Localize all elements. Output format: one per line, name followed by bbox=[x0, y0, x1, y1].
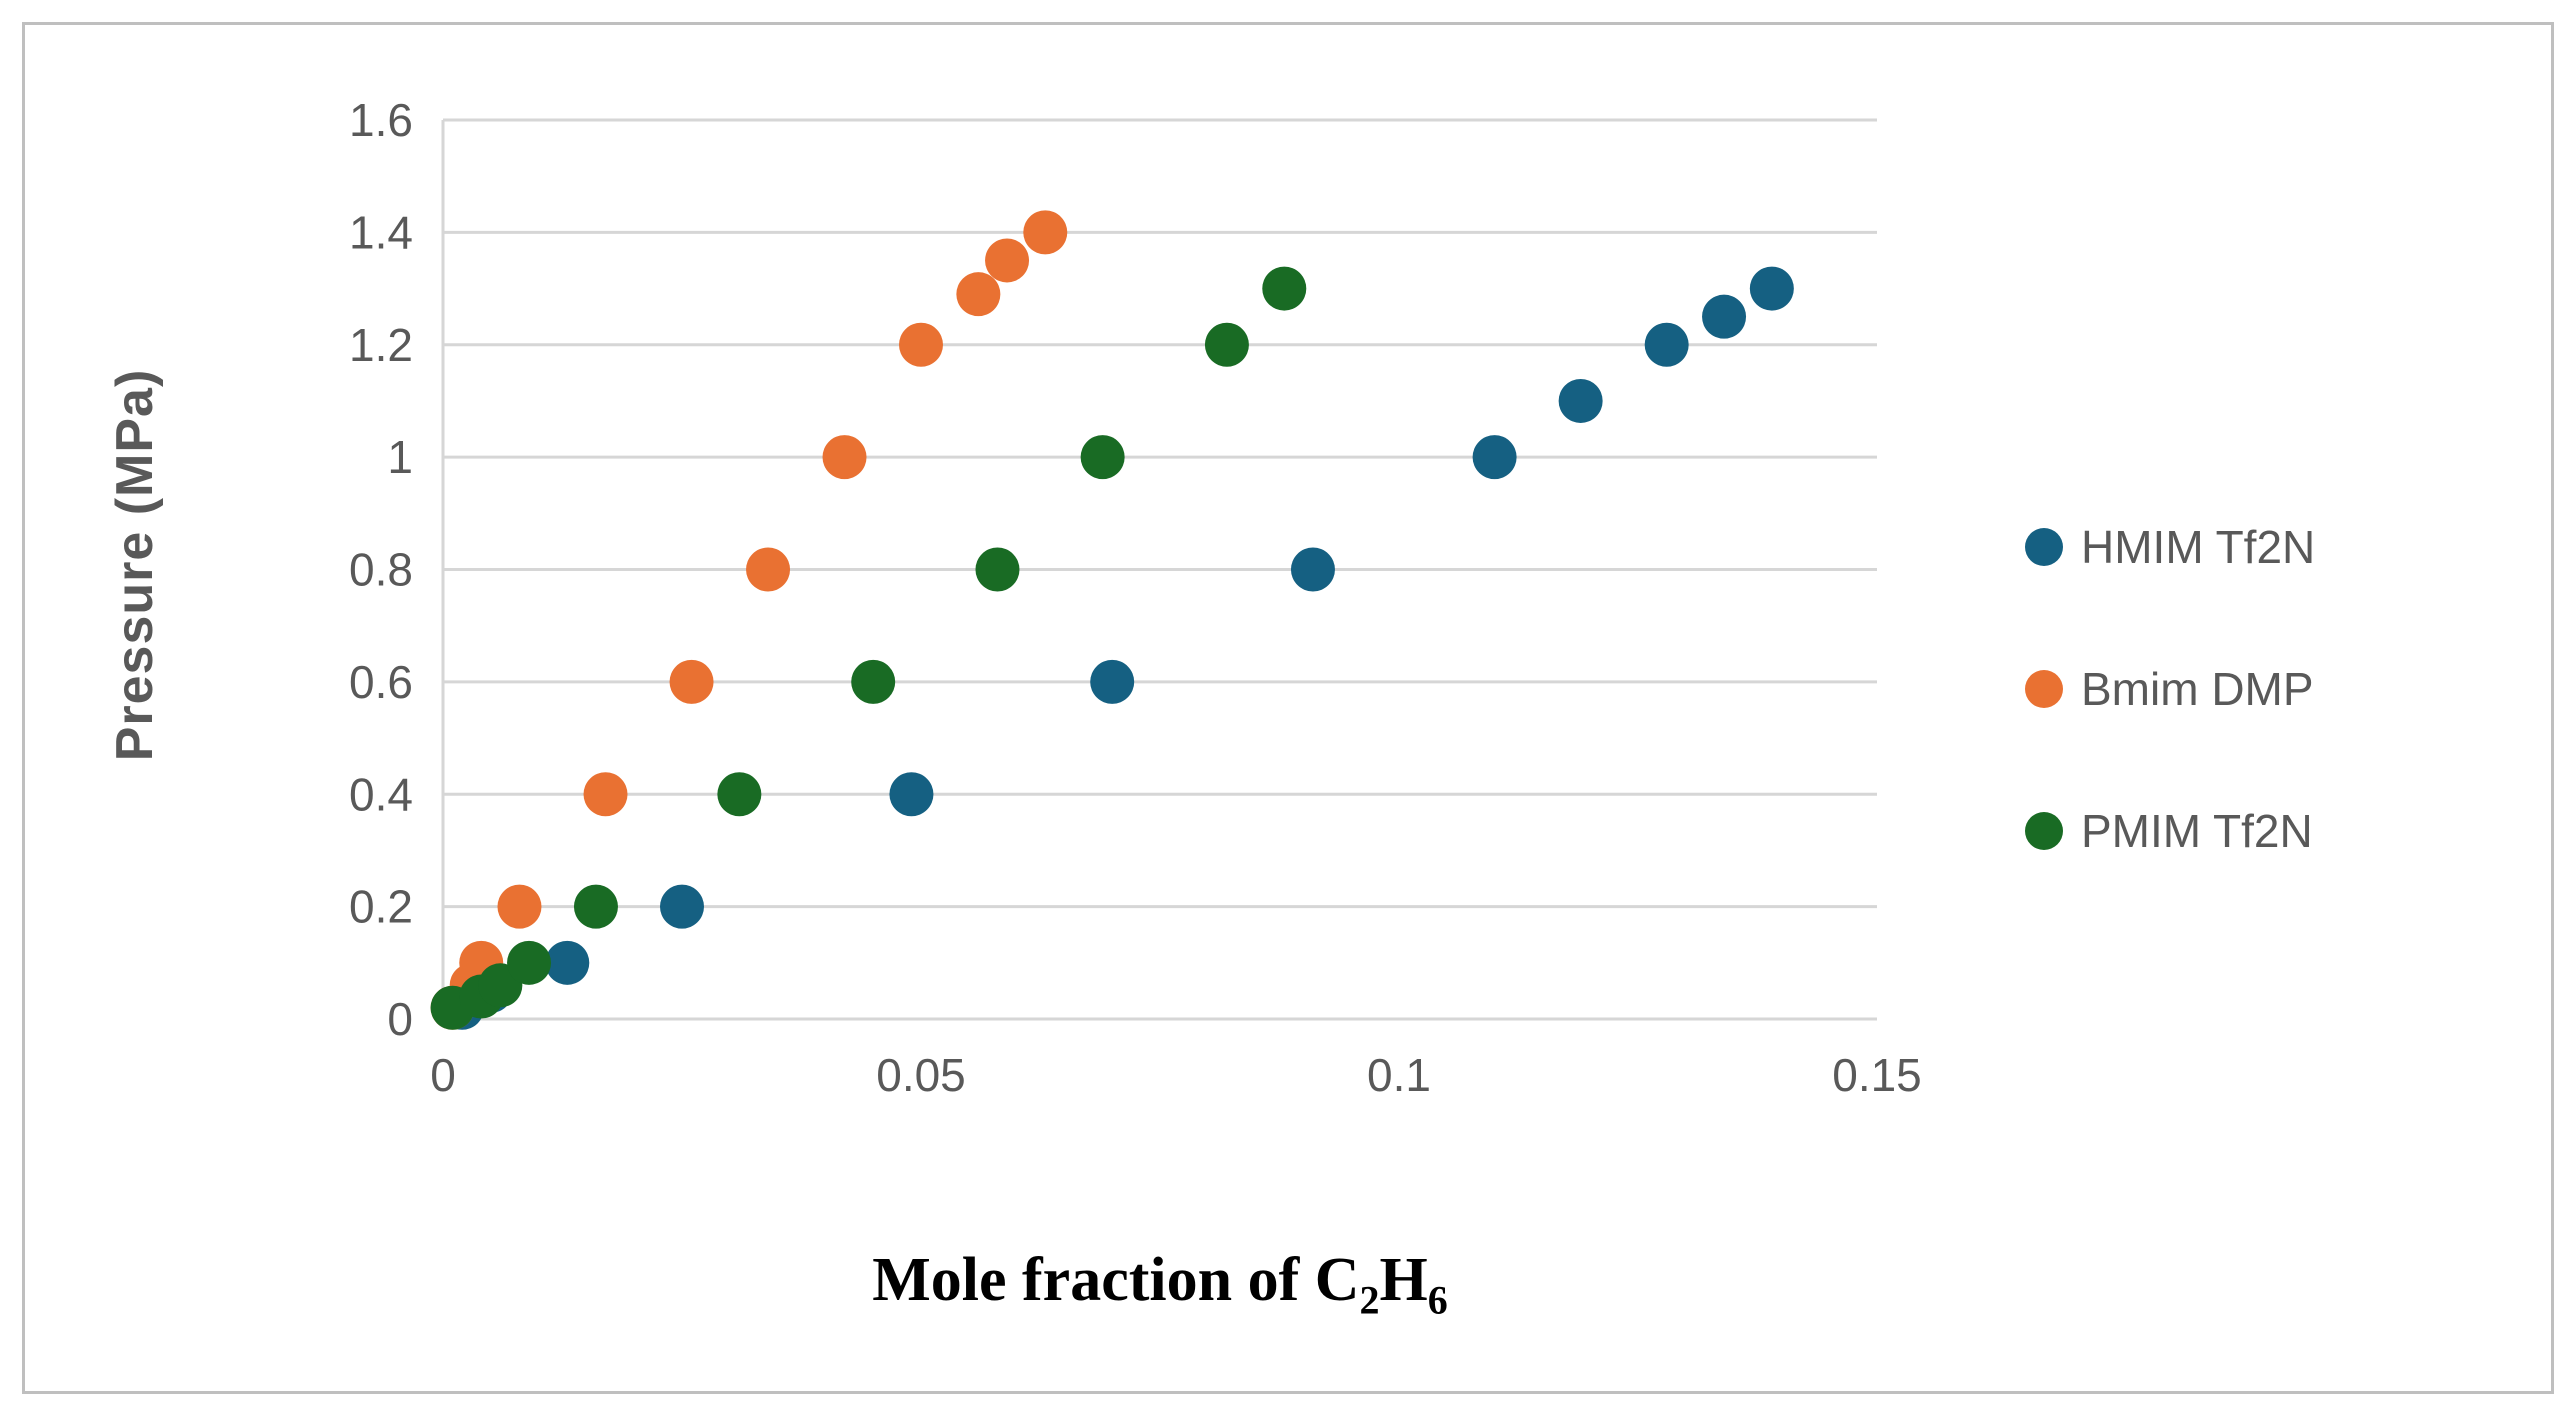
data-point-bmim-dmp bbox=[1023, 210, 1068, 255]
y-tick-label: 0 bbox=[387, 993, 413, 1045]
data-point-hmim-tf2n bbox=[1702, 294, 1747, 339]
data-point-hmim-tf2n bbox=[1290, 547, 1335, 592]
x-axis-title-main: Mole fraction of C bbox=[872, 1246, 1360, 1314]
x-axis-title: Mole fraction of C2H6 bbox=[872, 1245, 1447, 1323]
data-point-bmim-dmp bbox=[899, 322, 943, 367]
legend: HMIM Tf2N Bmim DMP PMIM Tf2N bbox=[2025, 520, 2315, 858]
legend-item-bmim-dmp: Bmim DMP bbox=[2025, 662, 2315, 716]
data-point-hmim-tf2n bbox=[660, 884, 704, 929]
data-point-pmim-tf2n bbox=[851, 659, 896, 704]
data-point-hmim-tf2n bbox=[545, 940, 590, 985]
y-axis-title: Pressure (MPa) bbox=[106, 368, 164, 762]
figure-border bbox=[22, 22, 2554, 1394]
data-point-hmim-tf2n bbox=[1472, 435, 1517, 480]
data-point-bmim-dmp bbox=[822, 435, 867, 480]
legend-item-hmim-tf2n: HMIM Tf2N bbox=[2025, 520, 2315, 574]
y-tick-label: 0.2 bbox=[349, 881, 413, 933]
x-axis-title-mid: H bbox=[1379, 1246, 1428, 1314]
data-point-bmim-dmp bbox=[497, 884, 542, 929]
legend-label-bmim-dmp: Bmim DMP bbox=[2081, 663, 2314, 715]
x-axis-title-sub2: 6 bbox=[1427, 1277, 1448, 1323]
data-point-bmim-dmp bbox=[985, 238, 1030, 283]
x-tick-label: 0.1 bbox=[1367, 1049, 1431, 1101]
data-point-bmim-dmp bbox=[746, 547, 791, 592]
data-point-pmim-tf2n bbox=[975, 547, 1020, 592]
y-tick-label: 1.4 bbox=[349, 206, 413, 258]
data-point-hmim-tf2n bbox=[889, 772, 934, 817]
data-point-bmim-dmp bbox=[669, 659, 714, 704]
data-point-hmim-tf2n bbox=[1558, 378, 1603, 423]
x-axis-title-sub1: 2 bbox=[1359, 1277, 1380, 1323]
data-point-pmim-tf2n bbox=[717, 772, 762, 817]
x-tick-label: 0 bbox=[430, 1049, 456, 1101]
legend-marker-pmim-tf2n bbox=[2025, 812, 2063, 850]
x-tick-label: 0.05 bbox=[876, 1049, 966, 1101]
y-tick-label: 0.8 bbox=[349, 544, 413, 596]
data-point-hmim-tf2n bbox=[1644, 322, 1689, 367]
legend-label-pmim-tf2n: PMIM Tf2N bbox=[2081, 805, 2313, 857]
x-tick-label: 0.15 bbox=[1832, 1049, 1922, 1101]
legend-marker-hmim-tf2n bbox=[2025, 528, 2063, 566]
data-point-pmim-tf2n bbox=[1262, 266, 1307, 311]
y-tick-label: 0.6 bbox=[349, 656, 413, 708]
y-tick-label: 1.6 bbox=[349, 94, 413, 146]
y-tick-label: 0.4 bbox=[349, 768, 413, 820]
legend-item-pmim-tf2n: PMIM Tf2N bbox=[2025, 804, 2315, 858]
data-point-hmim-tf2n bbox=[1749, 266, 1794, 311]
y-tick-label: 1 bbox=[387, 431, 413, 483]
y-tick-label: 1.2 bbox=[349, 319, 413, 371]
data-point-bmim-dmp bbox=[956, 272, 1001, 317]
legend-marker-bmim-dmp bbox=[2025, 670, 2063, 708]
legend-label-hmim-tf2n: HMIM Tf2N bbox=[2081, 521, 2316, 573]
data-point-pmim-tf2n bbox=[1204, 322, 1249, 367]
data-point-hmim-tf2n bbox=[1090, 659, 1135, 704]
data-point-pmim-tf2n bbox=[507, 940, 552, 985]
data-point-bmim-dmp bbox=[583, 772, 628, 817]
data-point-pmim-tf2n bbox=[573, 884, 618, 929]
data-point-pmim-tf2n bbox=[1080, 435, 1125, 480]
